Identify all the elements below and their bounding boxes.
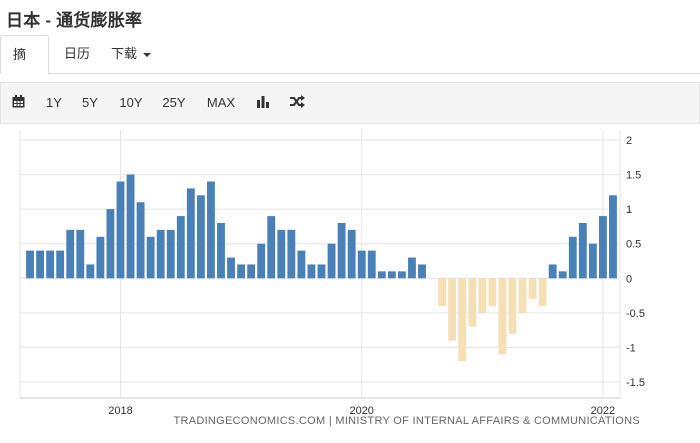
chart-bar[interactable] xyxy=(609,195,617,279)
tab-download[interactable]: 下载 xyxy=(99,35,163,73)
chart-bar[interactable] xyxy=(498,278,507,355)
chart-bar[interactable] xyxy=(599,216,607,279)
chart-bar[interactable] xyxy=(217,222,225,279)
chart-bar[interactable] xyxy=(367,250,376,279)
chart-bar[interactable] xyxy=(46,250,55,279)
chart-bar[interactable] xyxy=(588,243,597,279)
y-tick-label: 2 xyxy=(626,135,632,147)
chart-bar[interactable] xyxy=(468,278,477,327)
chart-bar[interactable] xyxy=(237,264,246,279)
chart-bar[interactable] xyxy=(277,229,286,279)
chart-bar[interactable] xyxy=(136,202,145,279)
chart-bar[interactable] xyxy=(307,264,316,279)
chart-bar[interactable] xyxy=(337,222,346,279)
range-max-button[interactable]: MAX xyxy=(206,95,236,110)
chart-bar[interactable] xyxy=(578,222,587,279)
chart-bar[interactable] xyxy=(257,243,266,279)
chart-bar[interactable] xyxy=(357,250,366,279)
chart-bar[interactable] xyxy=(247,264,256,279)
chart-bar[interactable] xyxy=(448,278,457,341)
tab-calendar-label: 日历 xyxy=(64,46,91,61)
chart-bar[interactable] xyxy=(347,229,356,279)
chart-bar[interactable] xyxy=(66,229,75,279)
chart-bar[interactable] xyxy=(267,216,276,279)
range-1y-button[interactable]: 1Y xyxy=(46,95,62,110)
chart-bar[interactable] xyxy=(106,209,115,279)
chart-bar[interactable] xyxy=(36,250,44,279)
chart-bar[interactable] xyxy=(387,271,396,279)
chart-bar[interactable] xyxy=(186,188,195,279)
y-tick-label: 0 xyxy=(626,273,632,285)
bar-chart-icon[interactable] xyxy=(257,95,269,108)
y-tick-label: 1.5 xyxy=(626,170,641,182)
chart-bar[interactable] xyxy=(438,278,447,306)
chart-bar[interactable] xyxy=(538,278,547,306)
chart-bar[interactable] xyxy=(116,181,125,279)
chart-bar[interactable] xyxy=(548,264,557,279)
chart-bar[interactable] xyxy=(558,271,567,279)
y-tick-label: -1.5 xyxy=(626,377,645,389)
chart-bar[interactable] xyxy=(126,174,135,279)
chart-bar[interactable] xyxy=(568,236,577,279)
chart-bar[interactable] xyxy=(377,271,386,279)
tab-calendar[interactable]: 日历 xyxy=(52,35,102,73)
chart-bar[interactable] xyxy=(287,229,296,279)
chart-bar[interactable] xyxy=(528,278,537,300)
chart-bar[interactable] xyxy=(418,264,426,279)
inflation-bar-chart: 2 1.5 1 0.5 0 -0.5 -1 -1.5 2018 2020 2022 xyxy=(19,130,645,414)
source-credit[interactable]: TRADINGECONOMICS.COM | MINISTRY OF INTER… xyxy=(173,415,640,427)
chart-bar[interactable] xyxy=(207,181,215,279)
chart-bar[interactable] xyxy=(327,243,336,279)
chart-bar[interactable] xyxy=(227,257,235,279)
y-tick-label: 0.5 xyxy=(626,239,641,251)
tab-bar: 摘要 日历 下载 xyxy=(0,35,700,100)
x-tick-label: 2020 xyxy=(349,405,373,414)
chart-bar[interactable] xyxy=(76,229,85,279)
tab-summary[interactable]: 摘要 xyxy=(0,35,49,100)
caret-down-icon xyxy=(143,52,152,57)
chart-bar[interactable] xyxy=(397,271,406,279)
calendar-icon[interactable] xyxy=(12,95,25,108)
chart-bar[interactable] xyxy=(176,216,185,279)
chart-bar[interactable] xyxy=(96,236,105,279)
chart-toolbar: 1Y 5Y 10Y 25Y MAX xyxy=(0,82,700,124)
page-title: 日本 - 通货膨胀率 xyxy=(6,11,143,30)
chart-bar[interactable] xyxy=(408,257,416,279)
chart-bar[interactable] xyxy=(146,236,155,279)
chart-bar[interactable] xyxy=(518,278,527,313)
y-tick-label: -1 xyxy=(626,342,636,354)
chart-bar[interactable] xyxy=(508,278,517,334)
range-5y-button[interactable]: 5Y xyxy=(82,95,98,110)
chart-bar[interactable] xyxy=(478,278,487,313)
chart-bar[interactable] xyxy=(317,264,326,279)
chart-bar[interactable] xyxy=(458,278,467,362)
chart-bar[interactable] xyxy=(166,229,175,279)
chart-bar[interactable] xyxy=(488,278,497,306)
x-tick-label: 2018 xyxy=(108,405,132,414)
chart-bar[interactable] xyxy=(196,195,205,279)
chart-bar[interactable] xyxy=(86,264,95,279)
y-tick-label: -0.5 xyxy=(626,308,645,320)
y-tick-label: 1 xyxy=(626,204,632,216)
chart-bar[interactable] xyxy=(56,250,65,279)
chart-bar[interactable] xyxy=(156,229,165,279)
tab-download-label: 下载 xyxy=(111,46,138,61)
shuffle-icon[interactable] xyxy=(290,95,305,108)
x-tick-label: 2022 xyxy=(591,405,615,414)
chart-bar[interactable] xyxy=(297,250,306,279)
range-25y-button[interactable]: 25Y xyxy=(162,95,186,110)
chart-bar[interactable] xyxy=(26,250,34,279)
range-10y-button[interactable]: 10Y xyxy=(119,95,143,110)
